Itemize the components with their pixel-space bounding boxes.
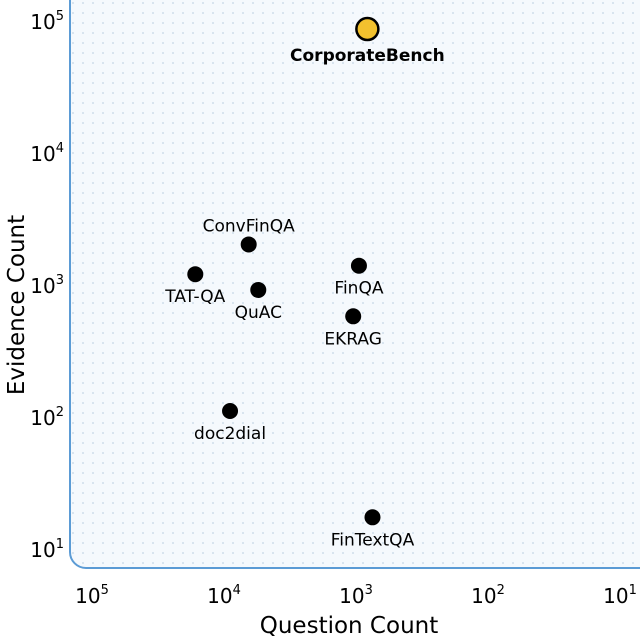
tick-exponent: 3: [56, 273, 64, 288]
x-tick-labels: 105 104 103 102 101: [75, 583, 637, 608]
point-label: FinTextQA: [331, 530, 415, 550]
x-tick-label: 105: [75, 583, 109, 608]
tick-base: 10: [30, 10, 55, 34]
point-label: ConvFinQA: [203, 216, 296, 236]
tick-base: 10: [603, 584, 628, 608]
y-tick-label: 103: [30, 273, 64, 298]
tick-base: 10: [339, 584, 364, 608]
y-axis-title: Evidence Count: [4, 215, 30, 395]
y-tick-label: 101: [30, 537, 64, 562]
tick-base: 10: [30, 274, 55, 298]
x-tick-label: 103: [339, 583, 373, 608]
data-point: [355, 16, 380, 42]
x-tick-label: 104: [207, 583, 241, 608]
tick-base: 10: [30, 142, 55, 166]
data-point: [364, 509, 381, 526]
x-tick-label: 102: [471, 583, 505, 608]
data-points: CorporateBench ConvFinQA TAT-QA QuAC FinQA EK…: [164, 16, 445, 550]
tick-exponent: 3: [365, 583, 373, 598]
y-tick-label: 105: [30, 9, 64, 34]
point-label: CorporateBench: [290, 46, 445, 66]
point-label: QuAC: [235, 303, 282, 323]
point-label: TAT-QA: [164, 287, 225, 307]
tick-exponent: 1: [629, 583, 637, 598]
tick-base: 10: [75, 584, 100, 608]
tick-base: 10: [30, 538, 55, 562]
x-tick-label: 101: [603, 583, 637, 608]
plot-grid: [70, 0, 640, 568]
tick-exponent: 4: [56, 141, 64, 156]
plot-area: [69, 0, 640, 569]
point-label: FinQA: [334, 279, 383, 299]
tick-exponent: 1: [56, 537, 64, 552]
point-label: EKRAG: [324, 329, 382, 349]
x-axis-title: Question Count: [260, 613, 439, 639]
tick-base: 10: [30, 406, 55, 430]
tick-exponent: 5: [56, 9, 64, 24]
y-tick-label: 102: [30, 405, 64, 430]
tick-base: 10: [207, 584, 232, 608]
tick-exponent: 2: [56, 405, 64, 420]
data-point: [222, 402, 239, 419]
axis-frame: [69, 0, 640, 569]
data-point: [350, 257, 367, 274]
tick-exponent: 4: [233, 583, 241, 598]
data-point: [187, 266, 204, 283]
data-point: [240, 236, 257, 253]
tick-exponent: 5: [101, 583, 109, 598]
tick-base: 10: [471, 584, 496, 608]
data-point: [250, 281, 267, 298]
data-point: [345, 308, 362, 325]
y-tick-label: 104: [30, 141, 64, 166]
point-label: doc2dial: [194, 424, 266, 444]
tick-exponent: 2: [497, 583, 505, 598]
